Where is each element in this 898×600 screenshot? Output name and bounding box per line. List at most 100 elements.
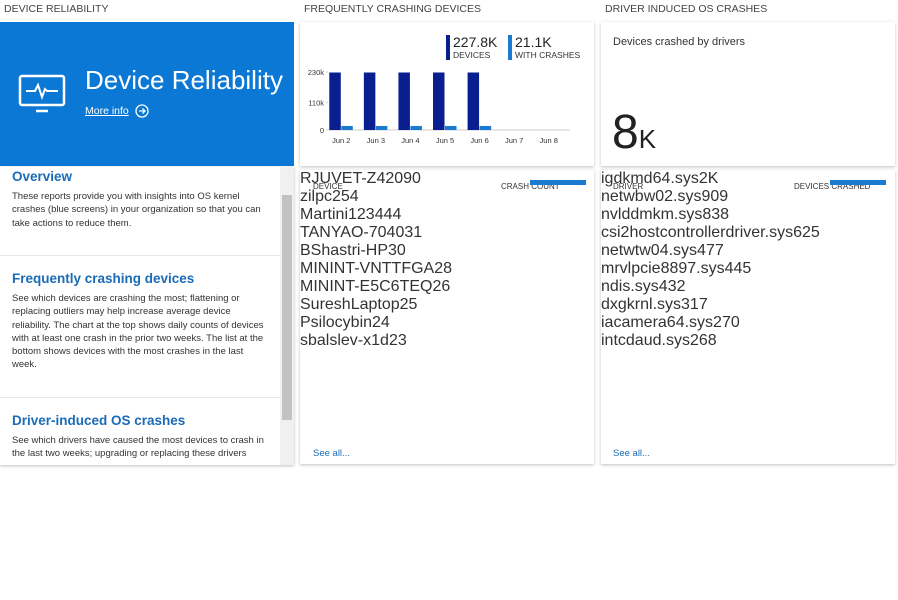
bar	[445, 125, 457, 130]
more-info-link[interactable]: More info	[85, 105, 129, 117]
x-tick-label: Jun 5	[436, 136, 454, 145]
row-name: csi2hostcontrollerdriver.sys	[601, 224, 794, 241]
table-row: Martini123444	[300, 180, 594, 224]
bar	[329, 72, 341, 130]
section-text: See which devices are crashing the most;…	[12, 293, 264, 371]
section-heading: Overview	[12, 169, 73, 184]
table-row: BShastri-HP30	[300, 180, 594, 260]
table-row: MININT-E5C6TEQ26	[300, 180, 594, 296]
info-panel: Overview These reports provide you with i…	[0, 167, 294, 465]
row-count: 838	[702, 206, 730, 223]
row-count: 268	[689, 332, 717, 349]
row-count: 2K	[698, 170, 719, 187]
y-tick-label: 0	[320, 126, 324, 135]
table-row: zilpc254	[300, 180, 594, 206]
section: Overview These reports provide you with i…	[12, 169, 270, 230]
arrow-icon[interactable]	[135, 104, 149, 118]
table-row: MININT-VNTTFGA28	[300, 180, 594, 278]
row-count: 477	[697, 242, 724, 259]
scrollbar[interactable]	[280, 167, 294, 465]
summary-value: 21.1K	[515, 34, 552, 50]
count-bar	[530, 180, 545, 185]
table-row: sbalslev-x1d23	[300, 180, 594, 350]
row-count: 90	[403, 170, 421, 187]
row-name: mrvlpcie8897.sys	[601, 260, 725, 277]
legend-swatch	[446, 35, 450, 60]
hero-icon	[18, 74, 66, 113]
section-header: DRIVER INDUCED OS CRASHES	[605, 3, 768, 15]
see-all-link[interactable]: See all...	[613, 448, 650, 459]
table-card: DEVICE CRASH COUNT See all... RJUVET-Z42…	[300, 170, 594, 464]
x-tick-label: Jun 8	[540, 136, 558, 145]
section-text: These reports provide you with insights …	[12, 191, 261, 229]
section-heading: Driver-induced OS crashes	[12, 413, 186, 428]
big-number-value: 8	[612, 106, 639, 159]
column-header: DRIVER	[613, 182, 644, 191]
row-count: 270	[713, 314, 740, 331]
bar	[433, 72, 445, 130]
column-header: DEVICES CRASHED	[794, 182, 871, 191]
row-name: igdkmd64.sys	[601, 170, 699, 187]
table-row: nvlddmkm.sys838	[601, 180, 895, 224]
row-name: ndis.sys	[601, 278, 659, 295]
chart-card: 227.8K DEVICES 21.1K WITH CRASHES 0 110k 230k J…	[300, 22, 594, 166]
y-tick-label: 110k	[308, 98, 324, 107]
row-name: BShastri-HP	[300, 242, 389, 259]
divider	[0, 255, 280, 256]
summary-label: WITH CRASHES	[515, 50, 581, 60]
hero-title: Device Reliability	[85, 65, 283, 95]
big-number-unit: K	[638, 124, 657, 154]
row-count: 54	[340, 188, 359, 205]
column-header: DEVICE	[313, 182, 343, 191]
row-count: 432	[658, 278, 686, 295]
table-row: csi2hostcontrollerdriver.sys625	[601, 180, 895, 242]
row-count: 625	[793, 224, 820, 241]
big-number: 8K	[612, 105, 656, 160]
summary-value: 227.8K	[453, 34, 498, 50]
section-heading: Frequently crashing devices	[12, 271, 195, 286]
row-name: MININT-VNTTFGA	[300, 260, 435, 277]
row-name: dxgkrnl.sys	[601, 296, 682, 313]
bar	[363, 72, 376, 130]
table-row: iacamera64.sys270	[601, 180, 895, 332]
x-tick-label: Jun 2	[332, 136, 350, 145]
column-header: CRASH COUNT	[501, 182, 560, 191]
table-row: Psilocybin24	[300, 180, 594, 332]
row-count: 28	[434, 260, 453, 277]
row-count: 24	[372, 314, 390, 331]
count-bar	[830, 180, 838, 185]
table-row: TANYAO-704031	[300, 180, 594, 242]
row-name: Martini1234	[300, 206, 384, 223]
row-name: iacamera64.sys	[601, 314, 714, 331]
bar	[479, 125, 492, 130]
row-count: 25	[399, 296, 418, 313]
bar	[398, 72, 410, 130]
scrollbar-thumb[interactable]	[282, 195, 292, 420]
table-row: igdkmd64.sys2K	[601, 170, 895, 188]
table-row: netwtw04.sys477	[601, 180, 895, 260]
table-row: ndis.sys432	[601, 180, 895, 296]
count-bar	[830, 180, 886, 185]
see-all-link[interactable]: See all...	[313, 448, 350, 459]
x-tick-label: Jun 3	[367, 136, 385, 145]
bar	[375, 125, 388, 130]
row-name: MININT-E5C6TEQ	[300, 278, 433, 295]
table-row: SureshLaptop25	[300, 180, 594, 314]
row-count: 26	[432, 278, 451, 295]
x-tick-label: Jun 4	[401, 136, 419, 145]
row-name: netwbw02.sys	[601, 188, 702, 205]
row-name: zilpc2	[300, 188, 341, 205]
section: Driver-induced OS crashes See which drive…	[12, 413, 270, 461]
y-tick-label: 230k	[308, 68, 325, 77]
row-count: 31	[404, 224, 423, 241]
row-count: 317	[681, 296, 708, 313]
bar	[410, 125, 422, 130]
table-card: DRIVER DEVICES CRASHED See all... igdkmd…	[601, 170, 895, 464]
stat-card: Devices crashed by drivers 8K	[601, 22, 895, 166]
row-count: 909	[701, 188, 729, 205]
row-name: sbalslev-x1d	[300, 332, 389, 349]
table-row: dxgkrnl.sys317	[601, 180, 895, 314]
row-count: 30	[388, 242, 406, 259]
